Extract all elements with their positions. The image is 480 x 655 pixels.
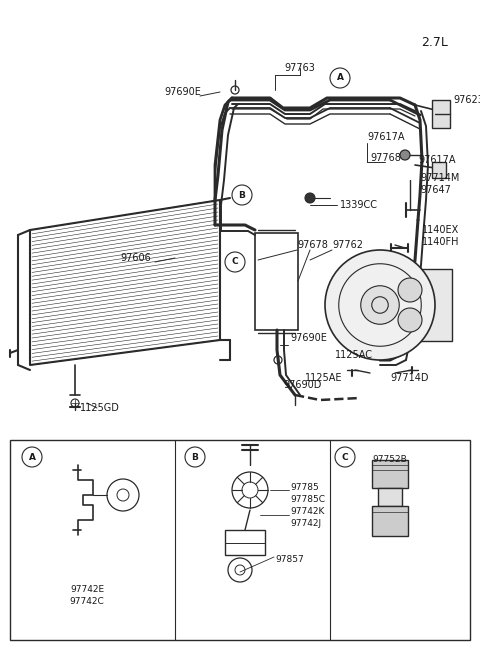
Text: 97742C: 97742C [70, 597, 104, 607]
Circle shape [305, 193, 315, 203]
Text: 2.7L: 2.7L [421, 35, 448, 48]
Text: 97752B: 97752B [372, 455, 408, 464]
Text: 97742E: 97742E [70, 586, 104, 595]
Bar [255, 233, 298, 330]
Text: C: C [342, 453, 348, 462]
Text: 97762: 97762 [332, 240, 363, 250]
Text: 1125AC: 1125AC [335, 350, 373, 360]
Text: 97678: 97678 [297, 240, 328, 250]
Text: C: C [232, 257, 238, 267]
Bar [372, 506, 408, 536]
Text: 1339CC: 1339CC [340, 200, 378, 210]
Text: 1140FH: 1140FH [422, 237, 459, 247]
Text: 97690E: 97690E [290, 333, 327, 343]
Text: 1125AE: 1125AE [305, 373, 343, 383]
Circle shape [398, 308, 422, 332]
Text: 1125GD: 1125GD [80, 403, 120, 413]
Text: 97742J: 97742J [290, 519, 321, 527]
Text: 97647: 97647 [420, 185, 451, 195]
Bar [225, 530, 265, 555]
Text: 97763: 97763 [285, 63, 315, 73]
Text: 97690D: 97690D [283, 380, 322, 390]
Text: B: B [239, 191, 245, 200]
Text: 97714M: 97714M [420, 173, 459, 183]
Text: 97785C: 97785C [290, 495, 325, 504]
Circle shape [361, 286, 399, 324]
Text: A: A [28, 453, 36, 462]
Text: 97768: 97768 [370, 153, 401, 163]
Circle shape [398, 278, 422, 302]
Text: 1140EX: 1140EX [422, 225, 459, 235]
Circle shape [325, 250, 435, 360]
Text: 97606: 97606 [120, 253, 151, 263]
Text: 97785: 97785 [290, 483, 319, 491]
Text: 97690E: 97690E [165, 87, 202, 97]
Bar [372, 460, 408, 488]
Text: 97623: 97623 [453, 95, 480, 105]
Bar [378, 488, 402, 506]
Bar [10, 440, 470, 640]
Bar [432, 100, 450, 128]
Bar [432, 162, 446, 178]
Text: B: B [192, 453, 198, 462]
Text: 97617A: 97617A [418, 155, 456, 165]
Circle shape [400, 150, 410, 160]
Text: 97617A: 97617A [367, 132, 405, 142]
Text: 97714D: 97714D [390, 373, 429, 383]
Text: 97742K: 97742K [290, 506, 324, 515]
Text: A: A [336, 73, 344, 83]
Text: 97857: 97857 [275, 555, 304, 565]
Bar [402, 269, 452, 341]
